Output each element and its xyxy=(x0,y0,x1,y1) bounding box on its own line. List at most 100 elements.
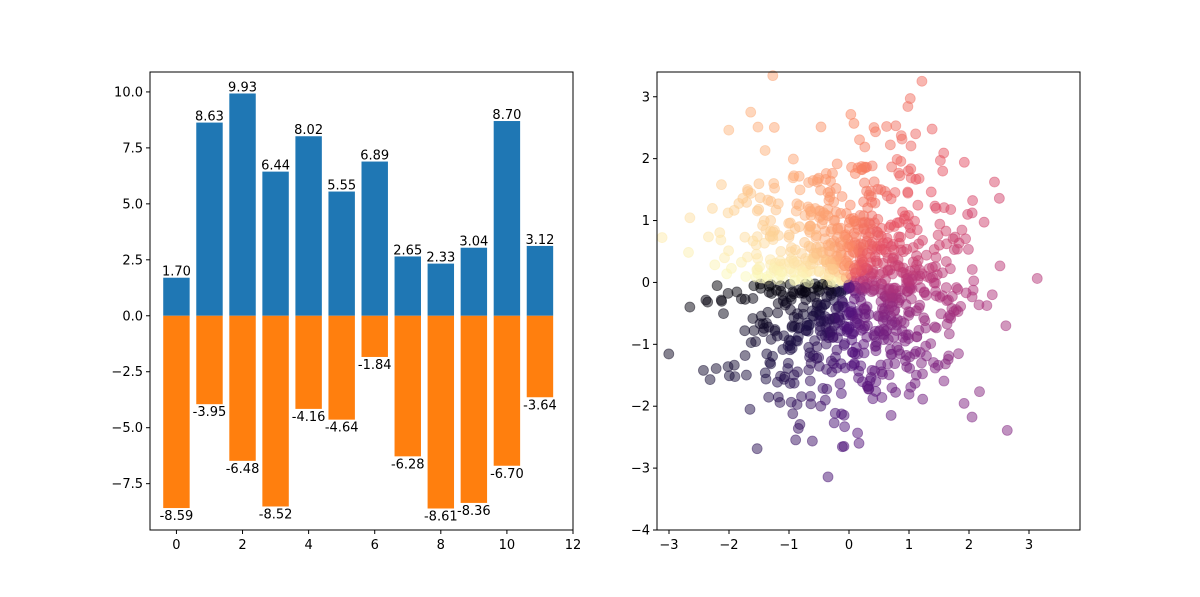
bar-y-axis: −7.5 −5.0 −2.5 0.0 2.5 5.0 7.5 10.0 xyxy=(111,85,150,492)
positive-bar-label: 2.65 xyxy=(393,243,422,258)
scatter-point xyxy=(934,218,946,230)
scatter-point xyxy=(806,435,818,447)
scatter-point xyxy=(751,248,762,260)
scatter-point xyxy=(786,320,798,332)
scatter-y-axis: −4 −3 −2 −1 0 1 2 3 xyxy=(631,90,657,539)
positive-bar-label: 5.55 xyxy=(327,179,356,194)
scatter-point xyxy=(917,393,929,405)
scatter-point xyxy=(875,244,887,256)
scatter-point xyxy=(866,160,878,172)
scatter-point xyxy=(859,312,871,324)
scatter-point xyxy=(810,306,822,318)
scatter-point xyxy=(822,471,834,483)
scatter-point xyxy=(726,262,737,274)
scatter-point xyxy=(945,204,957,215)
bar-x-tick-label: 0 xyxy=(172,538,180,553)
scatter-point xyxy=(929,321,941,333)
scatter-x-tick-label: 1 xyxy=(905,538,913,553)
bar-y-tick-label: −5.0 xyxy=(111,421,143,436)
scatter-point xyxy=(953,348,964,360)
positive-bar xyxy=(163,277,190,316)
scatter-point xyxy=(827,263,839,275)
scatter-point xyxy=(885,193,897,205)
positive-bar xyxy=(460,247,488,316)
bar-x-tick-label: 12 xyxy=(565,538,582,553)
scatter-point xyxy=(703,231,714,243)
scatter-point xyxy=(848,212,859,224)
scatter-point xyxy=(715,234,727,246)
scatter-point xyxy=(952,306,964,317)
scatter-point xyxy=(1000,320,1012,332)
scatter-point xyxy=(765,215,777,226)
scatter-point xyxy=(829,407,841,419)
scatter-point xyxy=(919,315,931,327)
scatter-point xyxy=(784,378,796,389)
negative-bar-label: -8.52 xyxy=(259,507,293,522)
scatter-point xyxy=(951,282,962,293)
scatter-point xyxy=(848,118,860,129)
bar-y-tick-label: 5.0 xyxy=(122,197,143,212)
scatter-point xyxy=(925,186,937,198)
scatter-point xyxy=(791,198,803,210)
scatter-point xyxy=(827,332,839,344)
positive-bar-label: 8.70 xyxy=(492,108,521,123)
scatter-point xyxy=(698,364,709,376)
negative-bar-label: -6.28 xyxy=(391,457,425,472)
scatter-point xyxy=(807,175,819,186)
scatter-point xyxy=(836,191,848,202)
positive-bar xyxy=(229,93,256,316)
scatter-x-tick-label: −1 xyxy=(779,538,798,553)
scatter-point xyxy=(818,207,830,219)
scatter-point xyxy=(926,123,938,135)
scatter-point xyxy=(875,184,887,196)
scatter-point xyxy=(704,374,716,385)
scatter-point xyxy=(742,184,753,195)
scatter-point xyxy=(838,409,850,421)
negative-bar-label: -6.70 xyxy=(490,467,524,482)
scatter-point xyxy=(849,267,861,279)
scatter-point xyxy=(841,324,853,335)
negative-bar xyxy=(328,315,355,420)
scatter-point xyxy=(869,341,881,352)
scatter-point xyxy=(968,275,980,287)
scatter-point xyxy=(663,348,675,360)
positive-bar-label: 3.04 xyxy=(459,235,488,250)
scatter-point xyxy=(852,427,863,439)
scatter-point xyxy=(902,165,914,177)
negative-bar-label: -3.64 xyxy=(523,398,557,413)
scatter-point xyxy=(966,411,978,423)
scatter-point xyxy=(989,176,1000,188)
scatter-point xyxy=(940,282,952,293)
positive-bar xyxy=(262,171,289,316)
positive-bar-label: 1.70 xyxy=(162,265,191,280)
bar-x-tick-label: 8 xyxy=(437,538,445,553)
scatter-y-tick-label: 1 xyxy=(642,214,650,229)
scatter-point xyxy=(739,325,751,337)
scatter-point xyxy=(831,158,843,170)
positive-bar xyxy=(493,121,521,316)
scatter-point xyxy=(757,220,768,231)
negative-bar-label: -4.64 xyxy=(325,421,359,436)
scatter-point xyxy=(774,255,786,267)
negative-bar xyxy=(526,315,554,398)
scatter-point xyxy=(894,348,906,360)
scatter-point xyxy=(858,347,870,359)
scatter-point xyxy=(804,226,816,238)
scatter-point xyxy=(849,293,860,305)
scatter-point xyxy=(722,361,734,373)
negative-bar-label: -1.84 xyxy=(358,358,392,373)
scatter-point xyxy=(748,325,760,336)
scatter-point xyxy=(920,340,932,352)
scatter-point xyxy=(834,378,846,390)
scatter-point xyxy=(739,350,751,361)
scatter-x-tick-label: 3 xyxy=(1025,538,1033,553)
scatter-point xyxy=(769,182,780,194)
scatter-point xyxy=(710,363,722,374)
scatter-x-tick-label: 0 xyxy=(845,538,853,553)
positive-bar-label: 6.44 xyxy=(261,159,290,174)
negative-bar-label: -4.16 xyxy=(292,410,326,425)
scatter-point xyxy=(858,239,869,250)
scatter-point xyxy=(805,398,817,410)
scatter-point xyxy=(846,346,858,358)
